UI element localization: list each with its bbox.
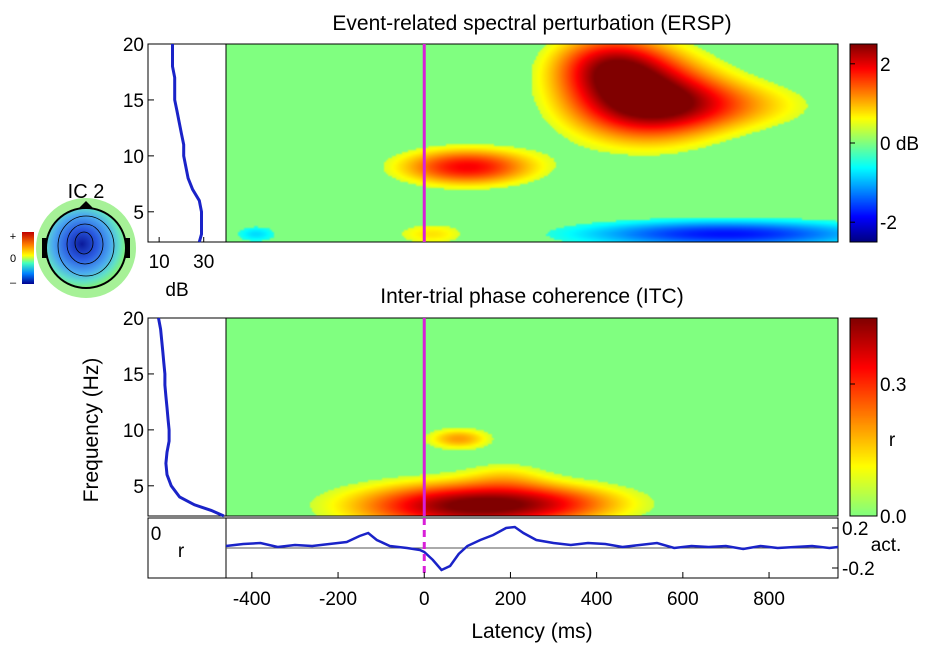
ic-topography: IC 2 + 0 [10,181,136,298]
erp-y-tick-label-0: 0.2 [842,519,868,540]
component-label: IC 2 [68,181,105,203]
ersp-colorbar-tick-label-1: 0 dB [880,134,919,155]
topo-scale-zero: 0 [10,253,16,265]
latency-x-tick-label-3: 200 [495,589,527,610]
latency-x-tick-label-6: 800 [753,589,785,610]
itc-colorbar-label: r [889,430,896,451]
itc-spectrum-line [157,317,225,518]
erp-y-tick-label-1: -0.2 [842,559,875,580]
erp-side-box [147,517,227,579]
latency-x-tick-label-5: 600 [667,589,699,610]
itc-colorbar-tick-label-1: 0.0 [880,507,906,528]
latency-x-tick-label-4: 400 [581,589,613,610]
itc-y-tick-label-1: 10 [123,421,144,442]
itc-heatmap [225,317,839,517]
itc-colorbar-tick-label-0: 0.3 [880,375,906,396]
ersp-side-xlabel: dB [165,280,188,301]
ersp-heatmap-image [226,44,838,242]
topo-scale-minus: – [10,277,17,289]
latency-x-tick-label-2: 0 [419,589,430,610]
ersp-y-tick-label-1: 10 [123,147,144,168]
ersp-side-panel: 10 30 dB [147,43,227,301]
itc-title: Inter-trial phase coherence (ITC) [380,285,683,308]
latency-xlabel: Latency (ms) [471,620,592,643]
ersp-side-x-tick-label-0: 10 [149,252,170,273]
ersp-title: Event-related spectral perturbation (ERS… [332,12,731,35]
ersp-side-x-tick-label-1: 30 [193,252,214,273]
itc-side-xlabel: r [178,541,185,562]
itc-colorbar-image [850,318,877,516]
topo-contour-2 [66,223,104,265]
itc-y-tick-label-0: 5 [133,477,144,498]
latency-x-tick-label-0: -400 [233,589,271,610]
erp-x-ticks: -400 -200 0 200 400 600 800 [233,572,785,610]
topo-scale-plus: + [10,231,16,243]
latency-x-tick-label-1: -200 [319,589,357,610]
ersp-spectrum-line [171,44,203,243]
ersp-y-tick-label-2: 15 [123,91,144,112]
itc-ylabel: Frequency (Hz) [80,358,103,503]
erp-trace [225,525,839,572]
itc-heatmap-image [226,318,838,516]
itc-colorbar-ticks: 0.3 0.0 [850,375,906,528]
topo-contour-1 [57,215,115,277]
topo-left-ear [42,238,47,258]
itc-side-xtick-0: 0 [151,524,162,545]
itc-colorbar: 0.3 0.0 r [849,317,906,528]
itc-y-tick-label-2: 15 [123,365,144,386]
ersp-heatmap [225,43,839,243]
topo-right-ear [125,238,130,258]
ersp-y-ticks: 5 10 15 20 [123,35,232,224]
ersp-y-tick-label-0: 5 [133,203,144,224]
ersp-colorbar-tick-label-2: -2 [880,213,897,234]
ersp-side-x-ticks: 10 30 [149,237,214,273]
erp-ylabel: act. [871,535,902,556]
ersp-y-tick-label-3: 20 [123,35,144,56]
erp-panel: 0 r 0.2 -0.2 act. -400 -200 0 200 400 600 800 L… [147,517,902,643]
itc-y-ticks: 5 10 15 20 [123,309,232,498]
topo-contour-3 [74,231,94,255]
ersp-colorbar-ticks: 2 0 dB -2 [850,55,919,234]
topo-scale-bar [22,232,34,284]
ersp-colorbar: 2 0 dB -2 [849,43,919,243]
ersp-colorbar-tick-label-0: 2 [880,55,891,76]
erp-y-ticks: 0.2 -0.2 [832,519,875,580]
topo-nose [78,201,94,209]
itc-y-tick-label-3: 20 [123,309,144,330]
itc-side-panel [147,317,227,518]
